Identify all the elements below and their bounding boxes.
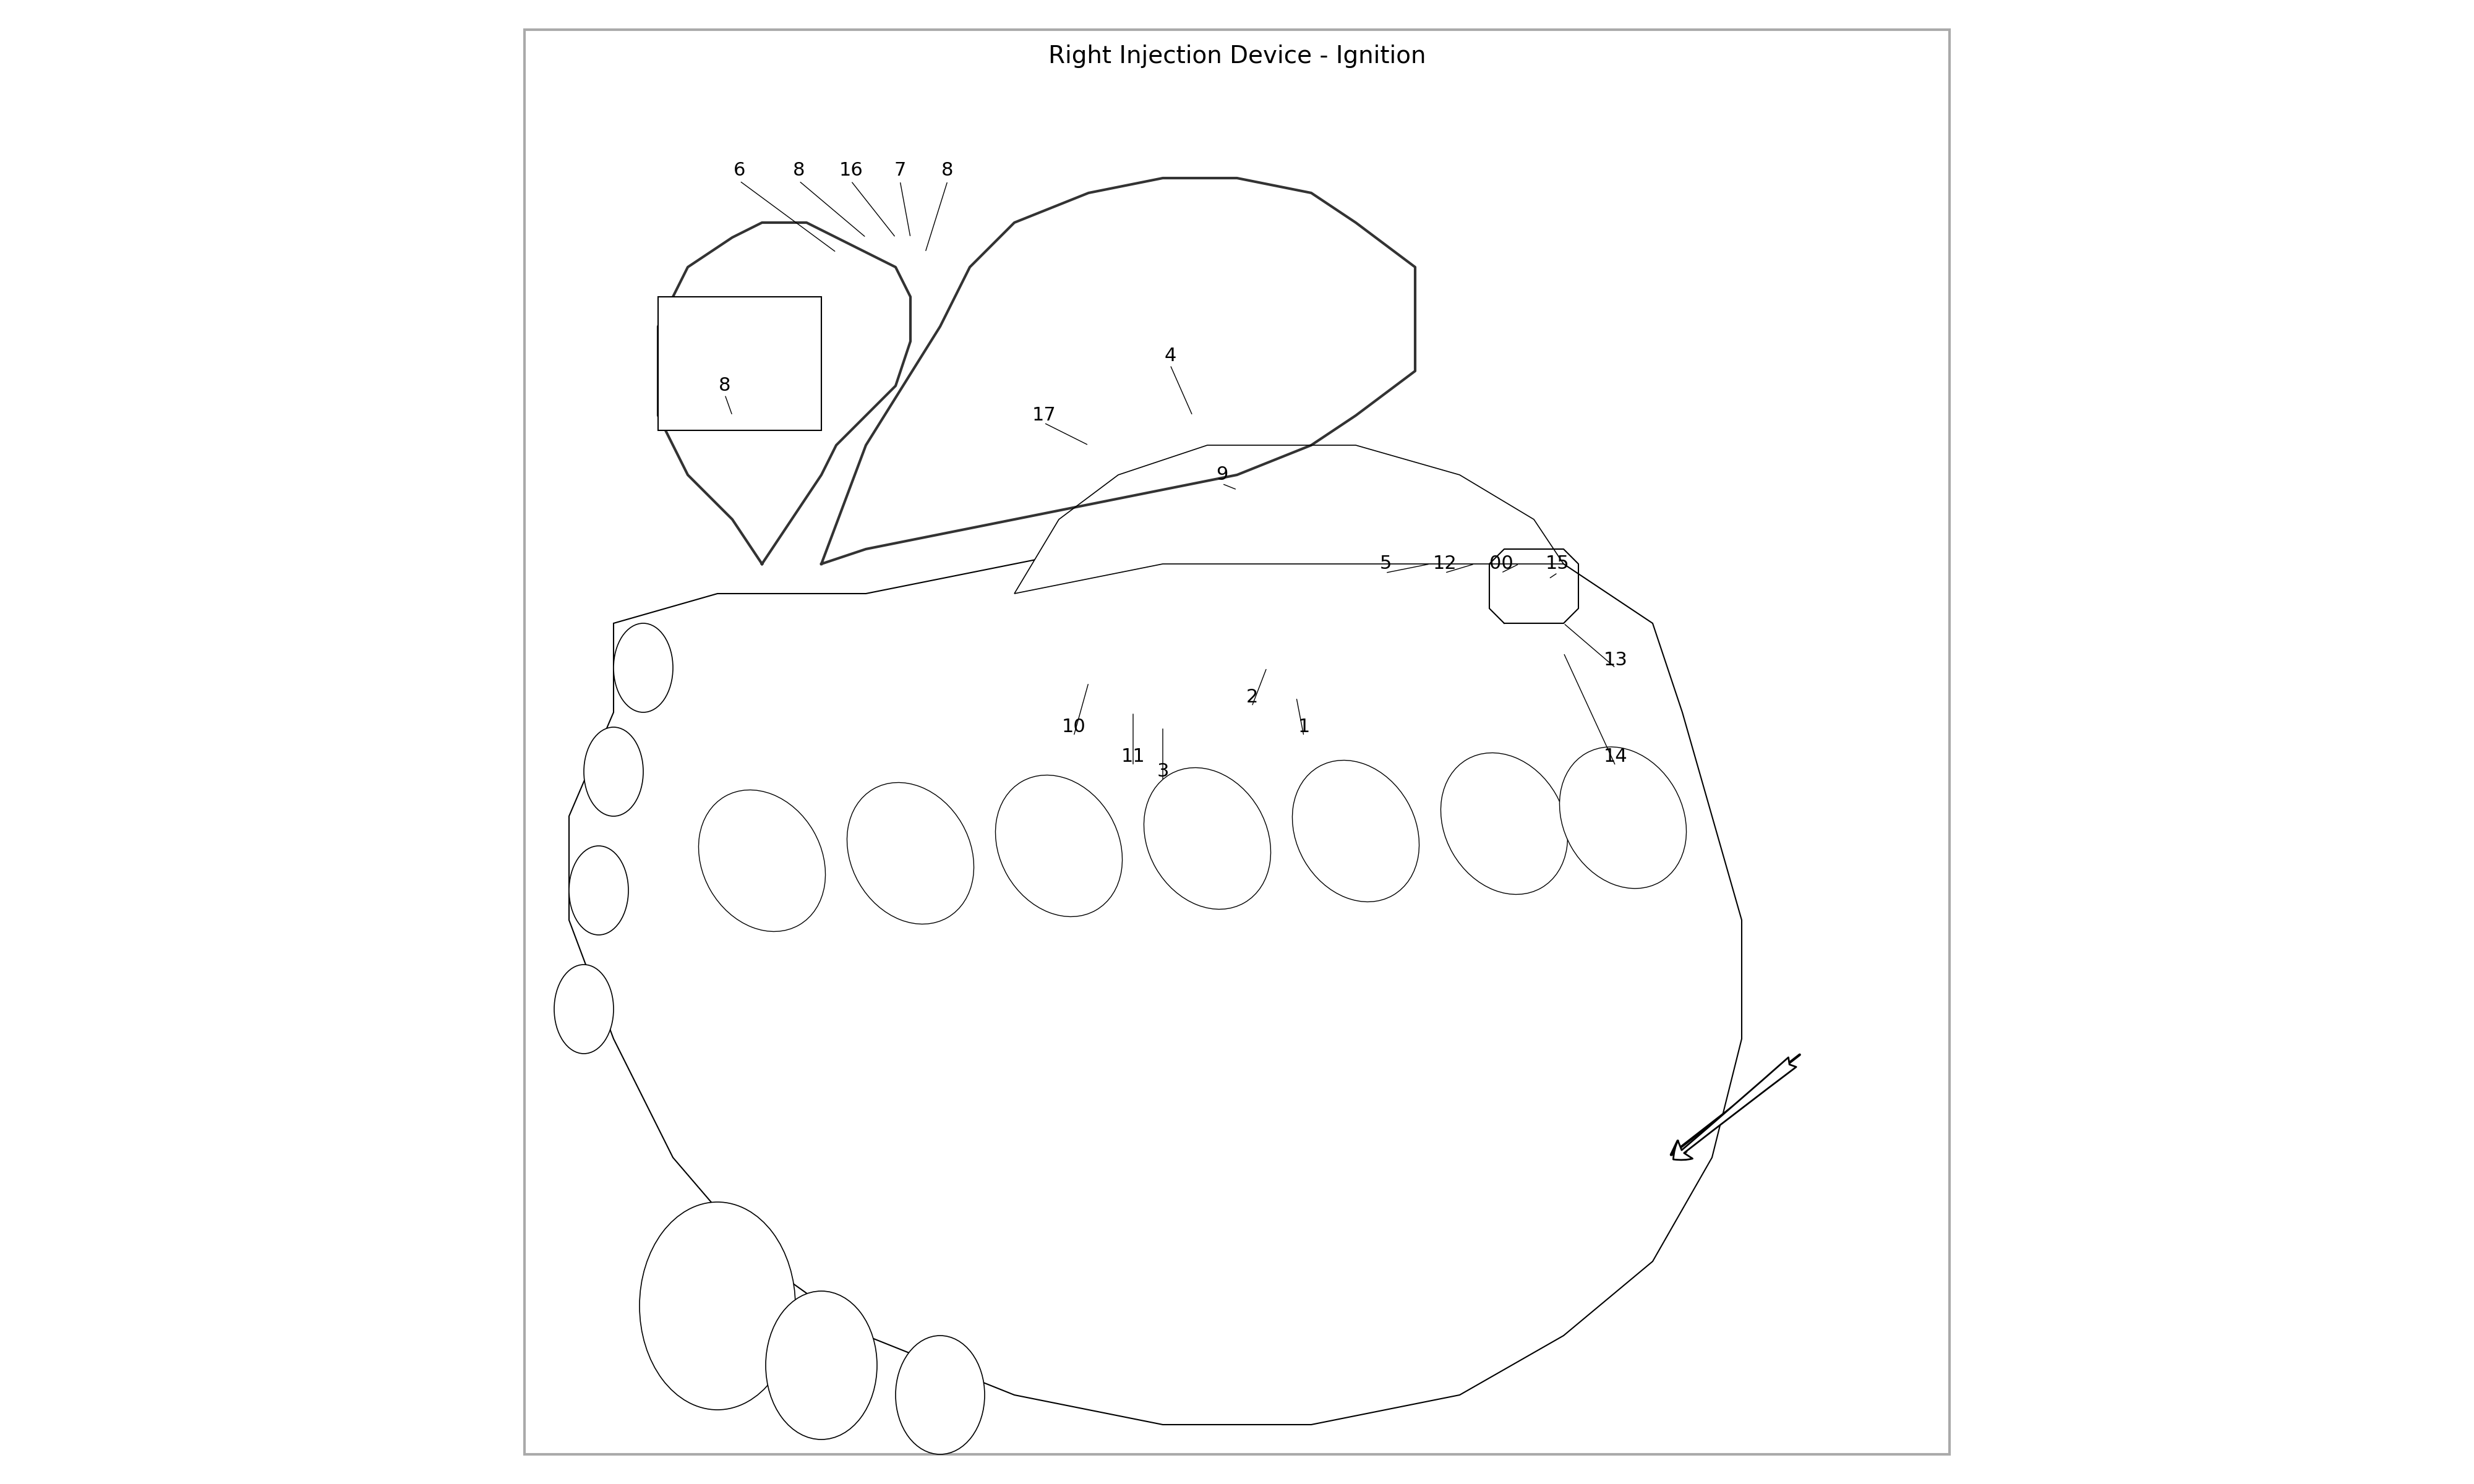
Ellipse shape: [1143, 767, 1272, 910]
Ellipse shape: [569, 846, 628, 935]
Ellipse shape: [698, 789, 826, 932]
Ellipse shape: [554, 965, 614, 1054]
Ellipse shape: [1440, 752, 1569, 895]
Text: 8: 8: [720, 377, 730, 395]
Text: 6: 6: [735, 162, 745, 180]
Text: 8: 8: [794, 162, 804, 180]
Text: 16: 16: [839, 162, 863, 180]
Text: 10: 10: [1061, 718, 1086, 736]
Text: 13: 13: [1603, 651, 1628, 669]
Text: 8: 8: [943, 162, 952, 180]
Polygon shape: [1014, 445, 1564, 594]
Ellipse shape: [584, 727, 643, 816]
Text: Right Injection Device - Ignition: Right Injection Device - Ignition: [1049, 45, 1425, 68]
Text: 9: 9: [1217, 466, 1227, 484]
FancyBboxPatch shape: [658, 297, 821, 430]
Text: 4: 4: [1165, 347, 1175, 365]
Text: 14: 14: [1603, 748, 1628, 766]
Text: 5: 5: [1380, 555, 1390, 573]
Text: 00: 00: [1489, 555, 1514, 573]
Text: 17: 17: [1032, 407, 1056, 424]
Ellipse shape: [995, 775, 1123, 917]
Ellipse shape: [846, 782, 975, 925]
Ellipse shape: [1291, 760, 1420, 902]
Text: 1: 1: [1299, 718, 1309, 736]
Text: 2: 2: [1247, 689, 1257, 706]
Text: 7: 7: [893, 162, 905, 180]
Text: 11: 11: [1121, 748, 1145, 766]
Ellipse shape: [638, 1202, 797, 1410]
Ellipse shape: [1559, 746, 1687, 889]
Text: 3: 3: [1158, 763, 1168, 781]
Ellipse shape: [614, 623, 673, 712]
Text: 12: 12: [1432, 555, 1457, 573]
Text: 15: 15: [1546, 555, 1569, 573]
Polygon shape: [569, 519, 1742, 1425]
Ellipse shape: [896, 1336, 985, 1454]
Ellipse shape: [767, 1291, 876, 1439]
